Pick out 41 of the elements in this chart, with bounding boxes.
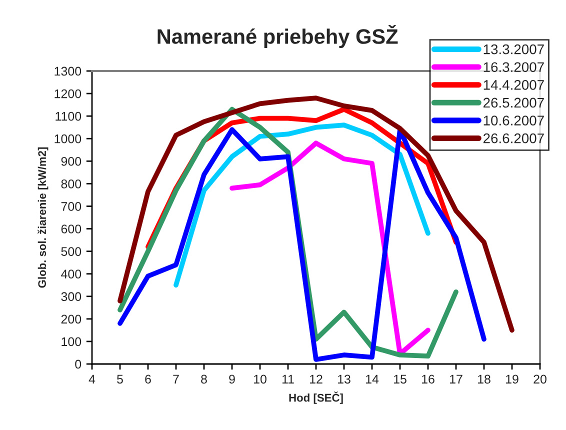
- y-tick-label: 1200: [54, 89, 82, 98]
- x-tick-label: 8: [201, 374, 207, 384]
- x-tick-label: 14: [366, 374, 379, 384]
- y-tick-label: 800: [61, 179, 82, 188]
- x-axis-title: Hod [SEČ]: [289, 392, 343, 404]
- legend-label: 26.6.2007: [483, 133, 544, 144]
- legend-label: 10.6.2007: [484, 116, 544, 126]
- x-tick-label: 6: [145, 374, 151, 384]
- y-tick-label: 600: [61, 224, 82, 234]
- x-tick-label: 16: [422, 374, 434, 384]
- x-tick-label: 5: [117, 374, 123, 384]
- x-tick-label: 18: [478, 374, 490, 384]
- x-tick-label: 15: [394, 374, 406, 384]
- x-tick-label: 10: [254, 374, 266, 384]
- x-tick-label: 12: [310, 374, 322, 384]
- y-tick-label: 700: [61, 202, 82, 211]
- x-tick-label: 4: [88, 374, 96, 384]
- x-tick-label: 7: [173, 374, 179, 384]
- chart-title: Namerané priebehy GSŽ: [158, 25, 398, 48]
- line-series: [174, 122, 430, 288]
- x-tick-label: 20: [534, 374, 546, 384]
- y-tick-label: 0: [75, 360, 82, 369]
- y-tick-label: 300: [61, 292, 82, 302]
- x-tick-label: 11: [282, 374, 294, 384]
- legend-label: 16.3.2007: [484, 62, 544, 72]
- y-tick-label: 1100: [56, 112, 82, 121]
- x-tick-label: 13: [338, 374, 350, 384]
- x-tick-label: 17: [450, 374, 462, 384]
- x-tick-label: 9: [229, 374, 235, 384]
- y-axis-title: Glob. sol. žiarenie [kW/m2]: [38, 147, 48, 288]
- legend-label: 14.4.2007: [484, 80, 544, 90]
- y-tick-label: 100: [62, 337, 82, 346]
- y-tick-label: 400: [61, 270, 82, 278]
- legend-label: 13.3.2007: [484, 44, 544, 54]
- y-tick-label: 200: [61, 314, 82, 324]
- x-tick-label: 19: [506, 374, 518, 384]
- y-tick-label: 1300: [54, 66, 82, 76]
- y-tick-label: 500: [61, 247, 82, 256]
- y-tick-label: 900: [61, 156, 82, 166]
- y-tick-label: 1000: [54, 134, 82, 144]
- legend-label: 26.5.2007: [483, 98, 544, 108]
